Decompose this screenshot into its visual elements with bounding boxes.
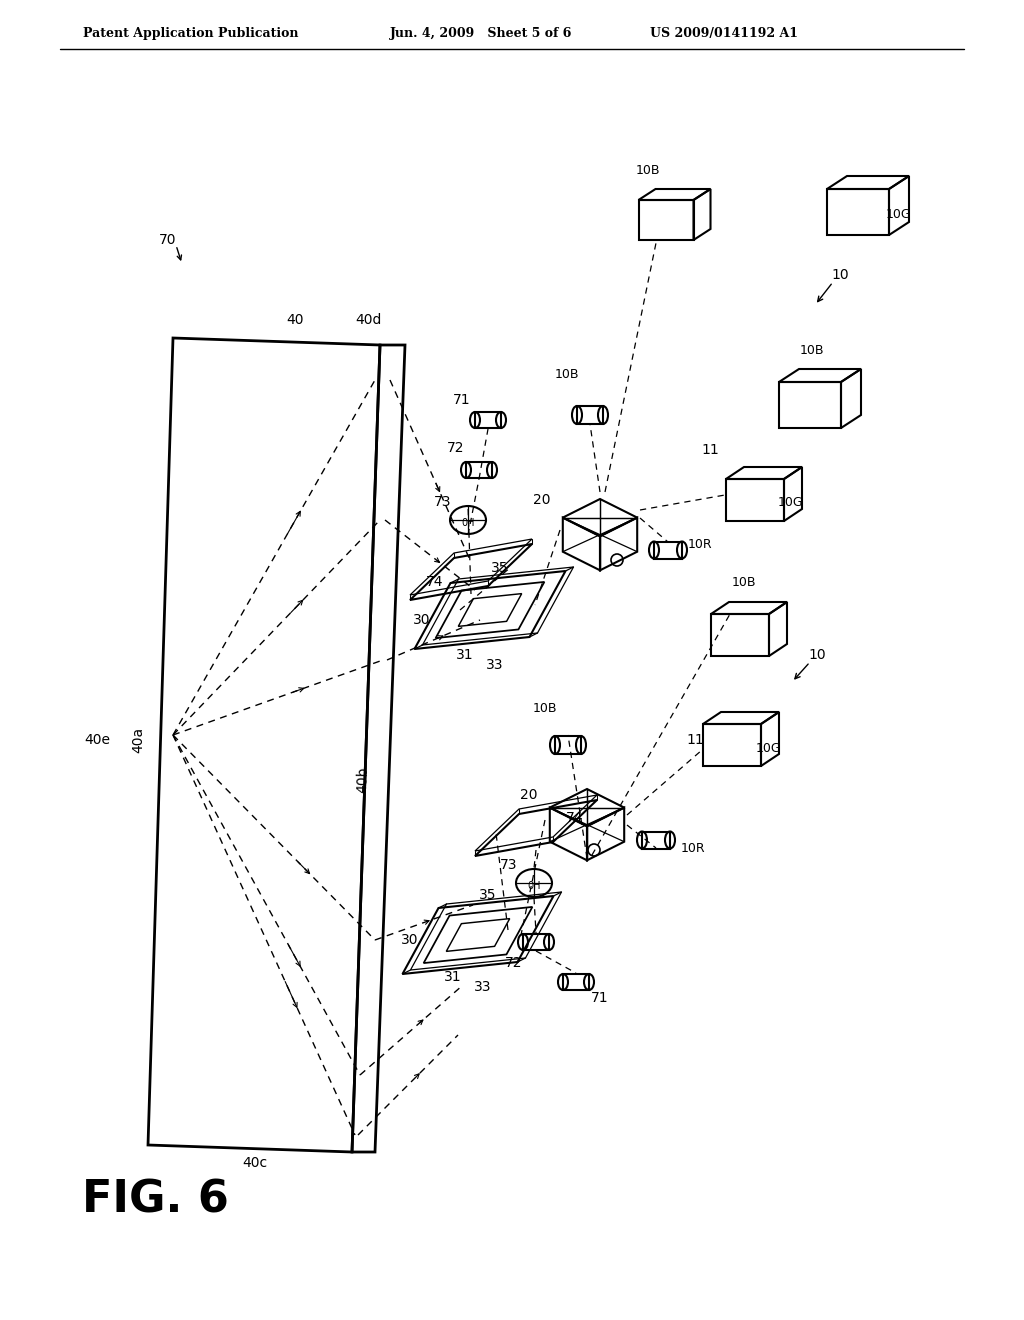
- Text: 10B: 10B: [732, 577, 757, 590]
- Text: US 2009/0141192 A1: US 2009/0141192 A1: [650, 26, 798, 40]
- Text: 10: 10: [808, 648, 825, 663]
- Text: 31: 31: [456, 648, 474, 663]
- Text: 40a: 40a: [131, 727, 145, 754]
- Text: 40d: 40d: [354, 313, 381, 327]
- Text: 10R: 10R: [688, 539, 713, 552]
- Text: 72: 72: [505, 956, 522, 970]
- Text: 20: 20: [520, 788, 538, 803]
- Text: 30: 30: [414, 612, 431, 627]
- Text: 10B: 10B: [636, 164, 660, 177]
- Text: 73: 73: [434, 495, 452, 510]
- Text: 11: 11: [686, 733, 703, 747]
- Text: 10B: 10B: [532, 701, 557, 714]
- Text: 40c: 40c: [243, 1156, 267, 1170]
- Text: FIG. 6: FIG. 6: [82, 1179, 229, 1221]
- Text: 33: 33: [486, 657, 504, 672]
- Text: 40b: 40b: [355, 767, 371, 793]
- Text: 30: 30: [401, 933, 419, 946]
- Text: 35: 35: [479, 888, 497, 902]
- Text: 10B: 10B: [555, 368, 580, 381]
- Text: 71: 71: [591, 991, 609, 1005]
- Text: 72: 72: [447, 441, 465, 455]
- Text: 10G: 10G: [755, 742, 781, 755]
- Text: 10R: 10R: [681, 842, 706, 854]
- Text: 33: 33: [474, 979, 492, 994]
- Text: Jun. 4, 2009   Sheet 5 of 6: Jun. 4, 2009 Sheet 5 of 6: [390, 26, 572, 40]
- Text: 10G: 10G: [777, 496, 803, 510]
- Text: 73: 73: [501, 858, 518, 873]
- Text: 40: 40: [287, 313, 304, 327]
- Text: 31: 31: [444, 970, 462, 983]
- Text: 71: 71: [454, 393, 471, 407]
- Text: 74: 74: [566, 810, 584, 825]
- Text: 10G: 10G: [885, 209, 910, 222]
- Text: 10: 10: [831, 268, 849, 282]
- Text: 10B: 10B: [800, 343, 824, 356]
- Text: Patent Application Publication: Patent Application Publication: [83, 26, 299, 40]
- Text: 20: 20: [534, 492, 551, 507]
- Text: 0H: 0H: [461, 517, 475, 528]
- Text: 74: 74: [426, 576, 443, 589]
- Text: 35: 35: [492, 561, 509, 576]
- Text: 70: 70: [160, 234, 177, 247]
- Text: 0H: 0H: [527, 880, 541, 891]
- Text: 40e: 40e: [84, 733, 110, 747]
- Text: 11: 11: [701, 444, 719, 457]
